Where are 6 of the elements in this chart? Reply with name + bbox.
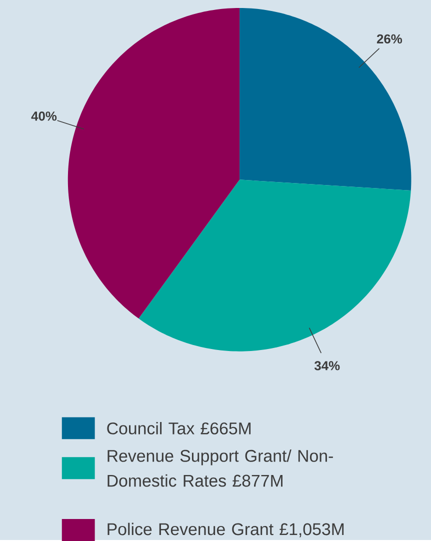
legend-label: Police Revenue Grant £1,053M [108,522,344,538]
data-label: 34% [314,361,340,370]
legend-label: Council Tax £665M [107,422,250,434]
data-label: 26% [376,34,402,44]
data-label: 40% [31,112,56,121]
legend-label: Revenue Support Grant/ Non-Domestic Rates £877M [108,449,333,487]
